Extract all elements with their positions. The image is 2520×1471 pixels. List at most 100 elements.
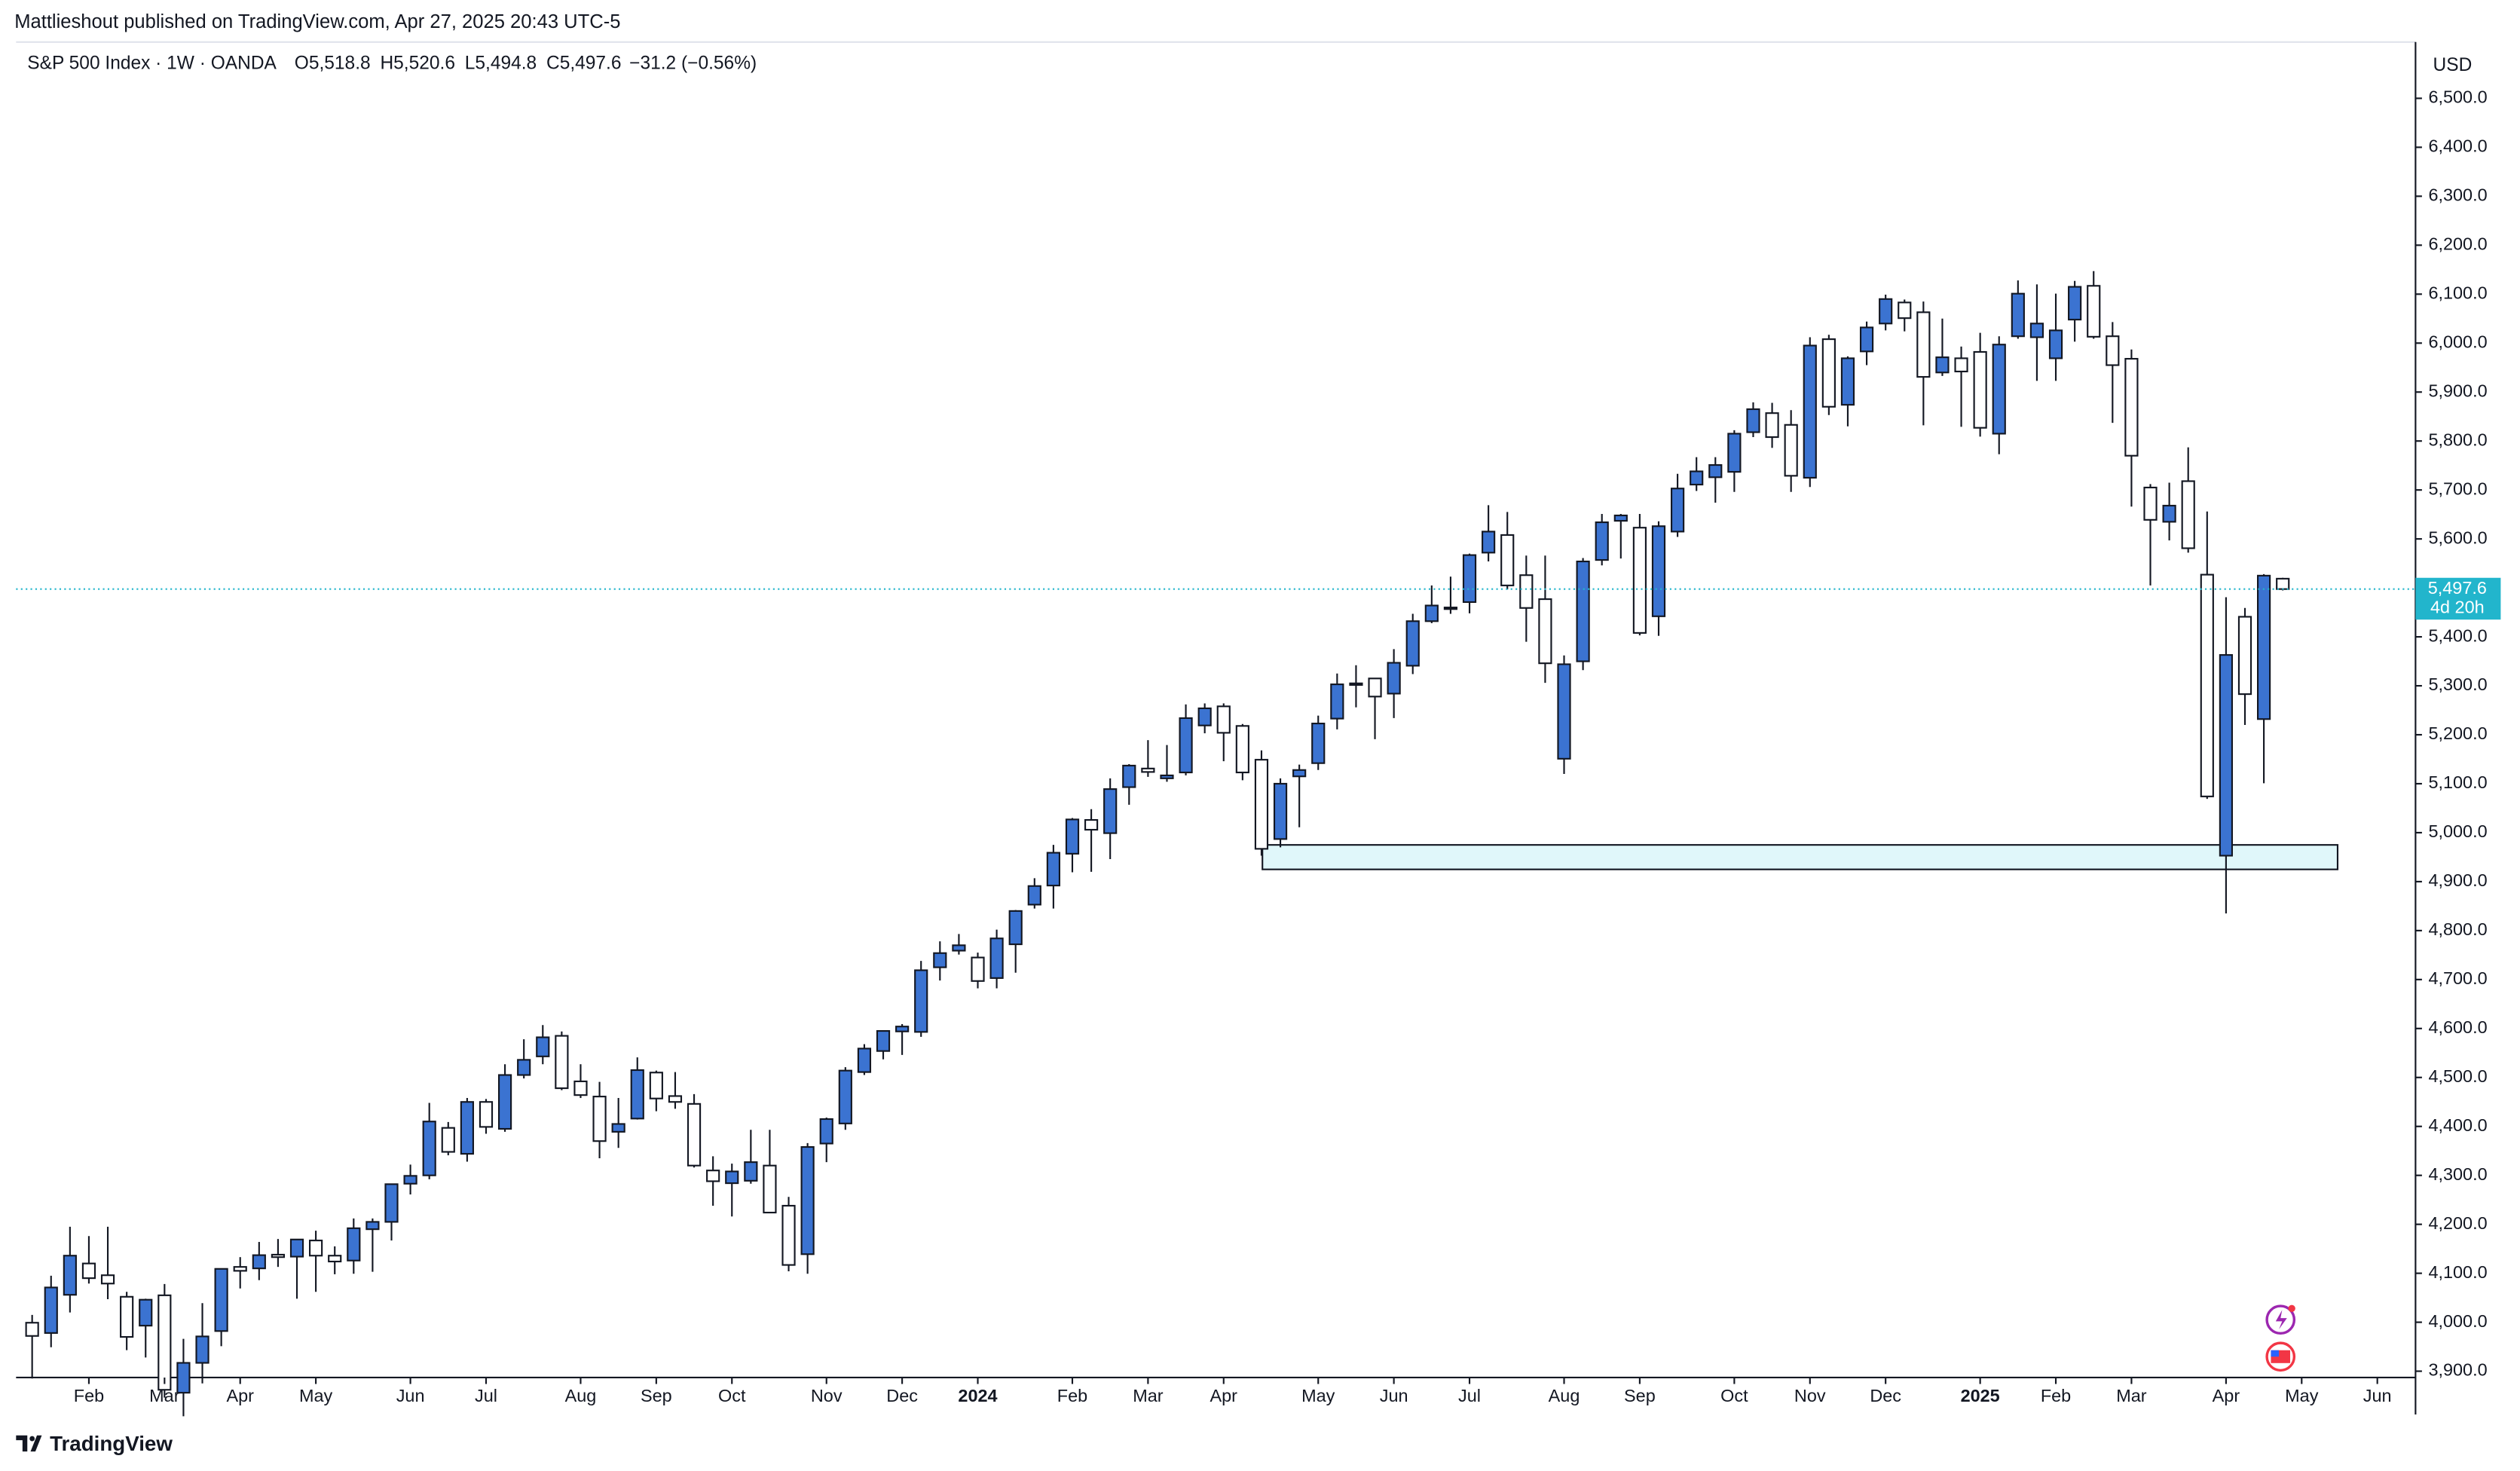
- y-tick-label: 6,400.0: [2428, 136, 2487, 156]
- candle-body: [933, 952, 947, 968]
- y-tick-label: 4,200.0: [2428, 1213, 2487, 1233]
- candle-body: [25, 1322, 39, 1337]
- candle-body: [573, 1080, 588, 1096]
- candle-body: [176, 1362, 191, 1394]
- candle-body: [1538, 598, 1552, 665]
- candle-body: [1632, 527, 1647, 634]
- y-tick-label: 6,500.0: [2428, 87, 2487, 107]
- candle-body: [1519, 574, 1534, 609]
- candle-body: [2011, 292, 2025, 338]
- legend-value: 5,494.8: [475, 54, 537, 74]
- alert-dot: [2288, 1304, 2295, 1312]
- candle-body: [44, 1286, 58, 1334]
- candle-body: [1670, 488, 1685, 533]
- flag-canton: [2271, 1350, 2280, 1357]
- candle-body: [744, 1161, 758, 1182]
- x-tick-label: 2024: [958, 1386, 997, 1405]
- candle-body: [1254, 759, 1269, 850]
- y-tick-label: 4,000.0: [2428, 1311, 2487, 1331]
- candle-body: [517, 1059, 531, 1076]
- candle-body: [1065, 818, 1080, 855]
- candle-body: [1916, 311, 1931, 378]
- footer-brand: TradingView: [50, 1432, 173, 1455]
- x-tick-label: Apr: [2213, 1386, 2240, 1405]
- candle-body: [1405, 620, 1420, 667]
- candle-body: [1613, 514, 1628, 522]
- x-tick-label: Apr: [1210, 1386, 1238, 1405]
- candle-body: [1462, 554, 1477, 604]
- x-tick-label: Mar: [1133, 1386, 1164, 1405]
- candle-body: [989, 937, 1004, 979]
- candle-body: [1160, 774, 1174, 779]
- currency: USD: [2433, 55, 2473, 75]
- candle-body: [819, 1118, 833, 1145]
- bar-countdown: 4d 20h: [2430, 597, 2485, 616]
- y-tick-label: 5,300.0: [2428, 674, 2487, 694]
- candle-body: [384, 1183, 399, 1223]
- ohlc-legend: S&P 500 Index · 1W · OANDA O5,518.8 H5,52…: [27, 54, 757, 74]
- x-tick-label: Jun: [1380, 1386, 1408, 1405]
- icons: [2265, 1304, 2296, 1372]
- candle-body: [649, 1072, 663, 1099]
- candle-body: [1197, 707, 1212, 726]
- candle-body: [592, 1096, 607, 1142]
- candle-body: [952, 944, 966, 952]
- x-tick-label: Feb: [2041, 1386, 2071, 1405]
- y-tick-label: 5,100.0: [2428, 772, 2487, 792]
- x-tick-label: Oct: [718, 1386, 746, 1405]
- candle-body: [1292, 769, 1307, 778]
- candle-body: [1898, 301, 1912, 320]
- candle-body: [2106, 335, 2120, 366]
- legend-key: O: [295, 54, 309, 74]
- candle-body: [1746, 408, 1760, 433]
- x-tick-label: May: [299, 1386, 333, 1405]
- y-tick-label: 4,800.0: [2428, 919, 2487, 939]
- candle-body: [214, 1268, 228, 1332]
- candle-body: [630, 1069, 644, 1120]
- candle-body: [497, 1074, 512, 1130]
- candle-body: [838, 1069, 852, 1124]
- y-tick-label: 5,200.0: [2428, 723, 2487, 743]
- publish-header: Mattlieshout published on TradingView.co…: [14, 11, 620, 32]
- candle-body: [1727, 433, 1742, 473]
- candle-body: [1122, 764, 1136, 788]
- x-tick-label: May: [1301, 1386, 1335, 1405]
- x-tick-label: Jun: [2363, 1386, 2392, 1405]
- candle-body: [611, 1123, 625, 1133]
- candle-body: [895, 1026, 910, 1032]
- candle-body: [1784, 424, 1798, 477]
- candle-body: [2276, 577, 2290, 590]
- candle-body: [328, 1255, 342, 1263]
- x-tick-label: Mar: [149, 1386, 180, 1405]
- candle-body: [1368, 677, 1382, 698]
- candle-body: [1690, 470, 1704, 486]
- candle-body: [1443, 607, 1458, 610]
- x-tick-label: Mar: [2116, 1386, 2147, 1405]
- candle-body: [1879, 298, 1893, 325]
- x-tick-label: May: [2285, 1386, 2319, 1405]
- candle-body: [725, 1170, 739, 1185]
- candle-body: [1482, 531, 1496, 554]
- candle-body: [479, 1101, 494, 1128]
- y-tick-label: 4,100.0: [2428, 1262, 2487, 1282]
- y-tick-label: 5,600.0: [2428, 528, 2487, 547]
- y-tick-label: 6,300.0: [2428, 185, 2487, 205]
- y-tick-label: 3,900.0: [2428, 1360, 2487, 1380]
- support-zone: [1262, 844, 2339, 870]
- candle-body: [2029, 323, 2044, 338]
- y-tick-label: 5,800.0: [2428, 430, 2487, 449]
- y-tick-label: 5,900.0: [2428, 381, 2487, 400]
- alert-bolt: [2275, 1310, 2287, 1330]
- x-tick-label: Apr: [226, 1386, 254, 1405]
- candle-body: [271, 1253, 286, 1258]
- plot: [25, 271, 2339, 1417]
- y-tick-label: 4,300.0: [2428, 1164, 2487, 1184]
- x-tick-label: Jun: [396, 1386, 425, 1405]
- candle-body: [1349, 682, 1363, 686]
- logo-mark: [16, 1435, 42, 1452]
- x-tick-label: Sep: [1624, 1386, 1656, 1405]
- candle-body: [2048, 329, 2063, 359]
- x-tick-label: Aug: [1549, 1386, 1580, 1405]
